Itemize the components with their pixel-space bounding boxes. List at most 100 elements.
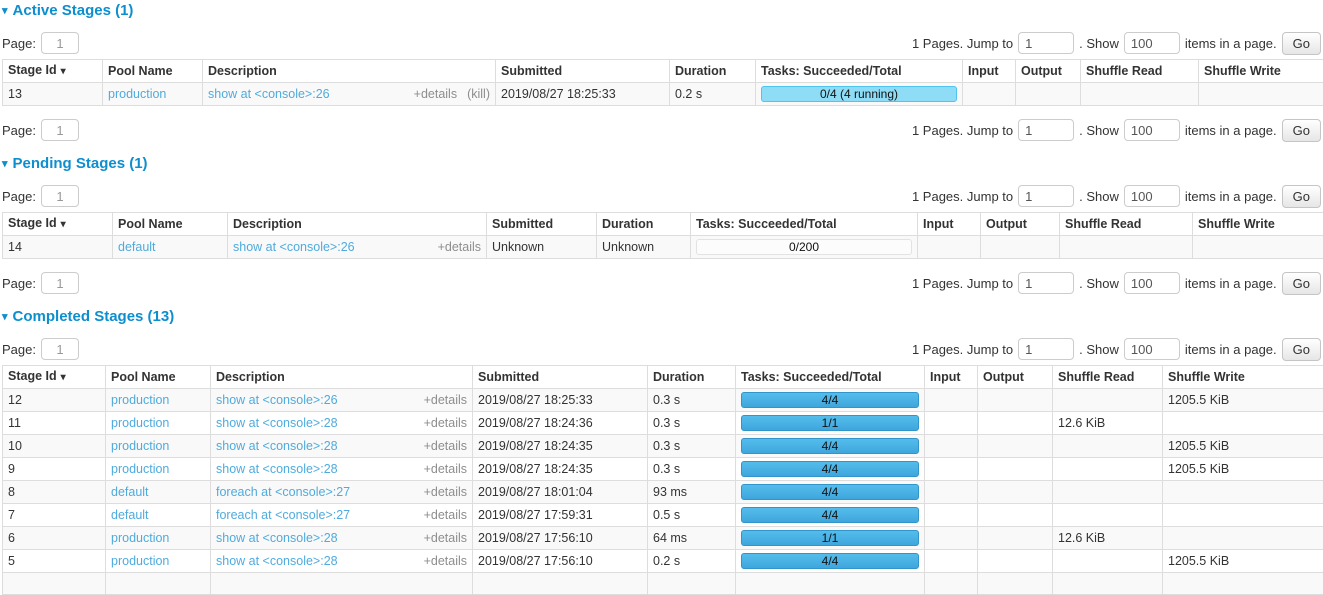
pool-name-link[interactable]: production — [111, 393, 169, 407]
col-header-description[interactable]: Description — [228, 213, 487, 236]
items-text: items in a page. — [1185, 123, 1277, 138]
jump-to-input[interactable] — [1018, 119, 1074, 141]
shuffle-write-cell — [1163, 504, 1323, 527]
col-header-stage-id[interactable]: Stage Id▾ — [3, 60, 103, 83]
pool-name-link[interactable]: default — [118, 240, 156, 254]
page-input[interactable] — [41, 119, 79, 141]
details-toggle[interactable]: +details — [424, 462, 467, 476]
col-header-shuffle-read[interactable]: Shuffle Read — [1060, 213, 1193, 236]
go-button[interactable]: Go — [1282, 32, 1321, 55]
page-label: Page: — [2, 276, 36, 291]
show-input[interactable] — [1124, 272, 1180, 294]
jump-to-input[interactable] — [1018, 32, 1074, 54]
pool-name-link[interactable]: default — [111, 508, 149, 522]
show-input[interactable] — [1124, 338, 1180, 360]
stage-description-link[interactable]: foreach at <console>:27 — [216, 485, 350, 499]
pool-name-cell: production — [106, 435, 211, 458]
pool-name-link[interactable]: production — [111, 531, 169, 545]
col-header-shuffle-read[interactable]: Shuffle Read — [1053, 366, 1163, 389]
input-cell — [925, 550, 978, 573]
col-header-output[interactable]: Output — [978, 366, 1053, 389]
jump-to-input[interactable] — [1018, 338, 1074, 360]
col-header-pool-name[interactable]: Pool Name — [106, 366, 211, 389]
input-cell — [918, 236, 981, 259]
task-progress-label: 4/4 — [742, 393, 918, 407]
stage-description-link[interactable]: show at <console>:26 — [216, 393, 338, 407]
col-header-description[interactable]: Description — [211, 366, 473, 389]
details-toggle[interactable]: +details — [438, 240, 481, 254]
details-toggle[interactable]: +details — [424, 554, 467, 568]
col-header-input[interactable]: Input — [963, 60, 1016, 83]
page-input[interactable] — [41, 32, 79, 54]
active-stages-title: Active Stages (1) — [13, 2, 134, 19]
col-header-tasks[interactable]: Tasks: Succeeded/Total — [756, 60, 963, 83]
completed-stages-heading[interactable]: ▾ Completed Stages (13) — [2, 308, 1322, 325]
col-header-duration[interactable]: Duration — [597, 213, 691, 236]
col-header-shuffle-write[interactable]: Shuffle Write — [1193, 213, 1323, 236]
go-button[interactable]: Go — [1282, 185, 1321, 208]
col-header-tasks[interactable]: Tasks: Succeeded/Total — [736, 366, 925, 389]
stage-description-link[interactable]: show at <console>:28 — [216, 531, 338, 545]
col-header-output[interactable]: Output — [981, 213, 1060, 236]
stage-description-link[interactable]: foreach at <console>:27 — [216, 508, 350, 522]
col-header-submitted[interactable]: Submitted — [496, 60, 670, 83]
details-toggle[interactable]: +details — [424, 416, 467, 430]
details-toggle[interactable]: +details — [414, 87, 457, 101]
page-input[interactable] — [41, 338, 79, 360]
details-toggle[interactable]: +details — [424, 485, 467, 499]
col-header-input[interactable]: Input — [918, 213, 981, 236]
col-header-pool-name[interactable]: Pool Name — [103, 60, 203, 83]
go-button[interactable]: Go — [1282, 338, 1321, 361]
details-toggle[interactable]: +details — [424, 508, 467, 522]
stage-description-link[interactable]: show at <console>:26 — [208, 87, 330, 101]
col-header-stage-id[interactable]: Stage Id▾ — [3, 213, 113, 236]
show-input[interactable] — [1124, 119, 1180, 141]
stage-description-link[interactable]: show at <console>:28 — [216, 462, 338, 476]
col-header-input[interactable]: Input — [925, 366, 978, 389]
jump-to-input[interactable] — [1018, 185, 1074, 207]
jump-to-input[interactable] — [1018, 272, 1074, 294]
go-button[interactable]: Go — [1282, 119, 1321, 142]
pool-name-link[interactable]: production — [108, 87, 166, 101]
show-input[interactable] — [1124, 185, 1180, 207]
go-button[interactable]: Go — [1282, 272, 1321, 295]
col-header-shuffle-read[interactable]: Shuffle Read — [1081, 60, 1199, 83]
shuffle-read-cell — [1053, 550, 1163, 573]
duration-cell: 0.3 s — [648, 412, 736, 435]
col-header-description[interactable]: Description — [203, 60, 496, 83]
col-header-submitted[interactable]: Submitted — [487, 213, 597, 236]
pool-name-link[interactable]: production — [111, 462, 169, 476]
col-header-submitted[interactable]: Submitted — [473, 366, 648, 389]
page-input[interactable] — [41, 272, 79, 294]
details-toggle[interactable]: +details — [424, 439, 467, 453]
active-stages-heading[interactable]: ▾ Active Stages (1) — [2, 2, 1322, 19]
header-row: Stage Id▾ Pool Name Description Submitte… — [3, 60, 1323, 83]
details-toggle[interactable]: +details — [424, 531, 467, 545]
stage-description-link[interactable]: show at <console>:28 — [216, 416, 338, 430]
col-header-output[interactable]: Output — [1016, 60, 1081, 83]
pool-name-link[interactable]: production — [111, 416, 169, 430]
col-header-stage-id[interactable]: Stage Id▾ — [3, 366, 106, 389]
col-header-tasks[interactable]: Tasks: Succeeded/Total — [691, 213, 918, 236]
col-header-shuffle-write[interactable]: Shuffle Write — [1199, 60, 1323, 83]
pool-name-cell: default — [106, 481, 211, 504]
pool-name-link[interactable]: production — [111, 439, 169, 453]
kill-link[interactable]: (kill) — [467, 87, 490, 101]
stage-description-link[interactable]: show at <console>:26 — [233, 240, 355, 254]
pending-stages-heading[interactable]: ▾ Pending Stages (1) — [2, 155, 1322, 172]
pool-name-link[interactable]: default — [111, 485, 149, 499]
show-input[interactable] — [1124, 32, 1180, 54]
stage-description-link[interactable]: show at <console>:28 — [216, 554, 338, 568]
page-label: Page: — [2, 123, 36, 138]
col-header-duration[interactable]: Duration — [670, 60, 756, 83]
page-input[interactable] — [41, 185, 79, 207]
col-header-duration[interactable]: Duration — [648, 366, 736, 389]
col-header-pool-name[interactable]: Pool Name — [113, 213, 228, 236]
stage-description-link[interactable]: show at <console>:28 — [216, 439, 338, 453]
input-cell — [925, 458, 978, 481]
details-toggle[interactable]: +details — [424, 393, 467, 407]
col-header-shuffle-write[interactable]: Shuffle Write — [1163, 366, 1323, 389]
description-cell: +details show at <console>:26 — [228, 236, 487, 259]
input-cell — [925, 527, 978, 550]
pool-name-link[interactable]: production — [111, 554, 169, 568]
